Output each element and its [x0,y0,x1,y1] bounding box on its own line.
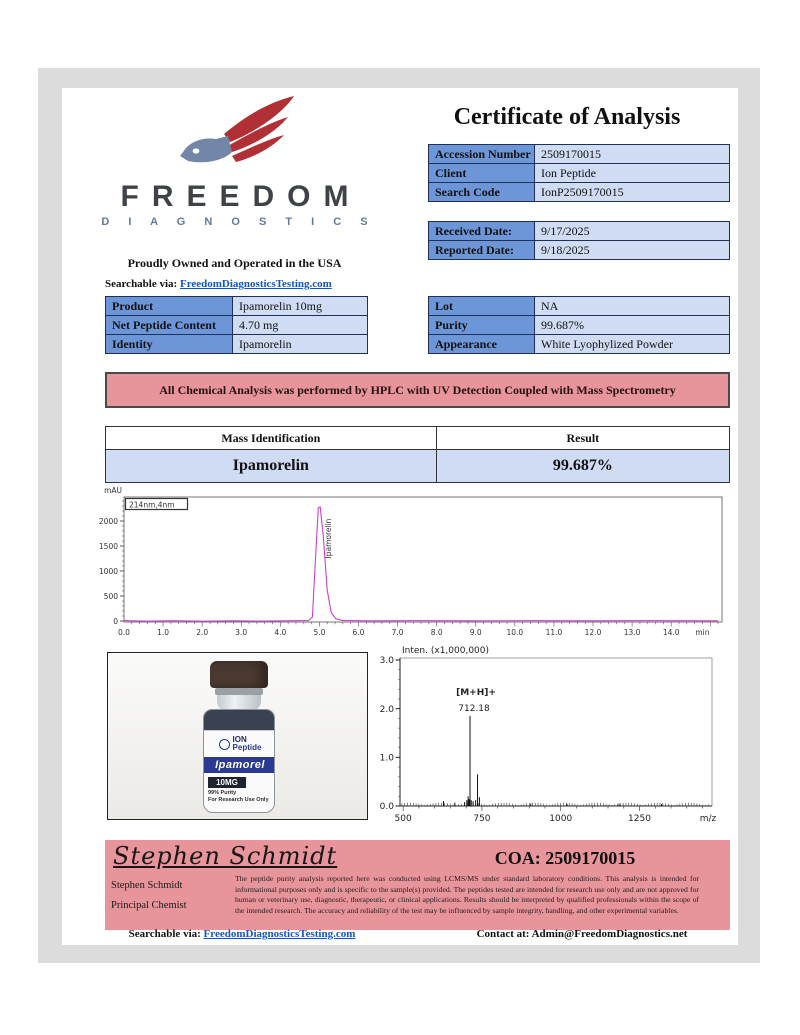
svg-text:14.0: 14.0 [663,628,680,637]
svg-text:6.0: 6.0 [353,628,365,637]
svg-text:500: 500 [104,592,119,601]
analysis-method-banner: All Chemical Analysis was performed by H… [105,372,730,408]
vial-cap-ring [215,688,263,695]
svg-text:3.0: 3.0 [380,656,395,666]
vial-product-name: Ipamorel [204,756,274,773]
table-row: Search Code IonP2509170015 [428,182,730,202]
searchable-label: Searchable via: [105,278,178,290]
product-table: Product Ipamorelin 10mg Net Peptide Conte… [105,296,368,354]
svg-text:5.0: 5.0 [313,628,325,637]
dates-table: Received Date: 9/17/2025 Reported Date: 9/… [428,221,730,260]
table-row: Ipamorelin 99.687% [105,449,731,483]
contact-email: Admin@FreedomDiagnostics.net [531,928,688,940]
tagline: Proudly Owned and Operated in the USA [127,256,342,270]
svg-text:2000: 2000 [99,517,118,526]
svg-text:13.0: 13.0 [624,628,641,637]
svg-text:750: 750 [473,814,490,824]
table-row: Appearance White Lyophylized Powder [428,334,730,354]
vial-label: ION Peptide Ipamorel 10MG 99% Purity For… [204,730,274,812]
svg-text:Inten. (x1,000,000): Inten. (x1,000,000) [402,646,489,656]
vial-brand-top: ION [232,735,247,744]
vial-strength: 10MG [208,776,246,788]
product-photo: ION Peptide Ipamorel 10MG 99% Purity For… [107,652,368,820]
svg-text:1500: 1500 [99,542,118,551]
vial-contents [204,710,274,732]
logo-subtitle: D I A G N O S T I C S [101,216,376,228]
svg-text:10.0: 10.0 [506,628,523,637]
table-row: Net Peptide Content 4.70 mg [105,315,368,335]
table-row: Client Ion Peptide [428,163,730,183]
svg-text:0: 0 [113,617,118,626]
coa-number: COA: 2509170015 [494,848,636,868]
svg-text:7.0: 7.0 [392,628,404,637]
vial-neck [217,695,261,711]
company-logo: FREEDOM D I A G N O S T I C S [62,94,407,228]
disclaimer-text: The peptide purity analysis reported her… [235,874,699,915]
svg-text:Ipamorelin: Ipamorelin [324,518,333,558]
svg-text:0.0: 0.0 [118,628,130,637]
svg-text:1.0: 1.0 [157,628,169,637]
chemist-role: Principal Chemist [111,900,187,911]
table-row: Lot NA [428,296,730,316]
vial: ION Peptide Ipamorel 10MG 99% Purity For… [201,659,277,815]
table-row: Received Date: 9/17/2025 [428,221,730,241]
page-frame: FREEDOM D I A G N O S T I C S Proudly Ow… [38,68,760,963]
svg-text:1000: 1000 [99,567,118,576]
vial-brand: ION Peptide [204,735,274,753]
mass-spectrum: 0.0 1.0 2.0 3.0 500 750 1000 1250 m/z Inten. (x1,… [380,646,717,824]
mass-identification-table: Mass Identification Result Ipamorelin 99… [105,426,731,483]
table-row: Accession Number 2509170015 [428,144,730,164]
svg-text:214nm,4nm: 214nm,4nm [129,501,175,510]
table-row: Identity Ipamorelin [105,334,368,354]
footer: Searchable via: FreedomDiagnosticsTestin… [62,928,738,944]
svg-text:2.0: 2.0 [196,628,208,637]
svg-text:1000: 1000 [549,814,572,824]
accession-table: Accession Number 2509170015 Client Ion Pep… [428,144,730,202]
table-row: Reported Date: 9/18/2025 [428,240,730,260]
table-row: Product Ipamorelin 10mg [105,296,368,316]
svg-text:12.0: 12.0 [585,628,602,637]
chemist-name: Stephen Schmidt [111,880,183,891]
signature: Stephen Schmidt [113,842,338,870]
searchable-line-top: Searchable via: FreedomDiagnosticsTestin… [105,278,332,290]
vial-purity: 99% Purity [208,789,237,796]
svg-text:9.0: 9.0 [470,628,482,637]
lot-table: Lot NA Purity 99.687% Appearance White Lyop… [428,296,730,354]
hplc-chromatogram: 0 500 1000 1500 2000 0.0 1.0 2.0 3.0 4.0 5.0 6.0 7.0… [99,486,723,637]
certificate-document: FREEDOM D I A G N O S T I C S Proudly Ow… [62,88,738,945]
svg-text:4.0: 4.0 [274,628,286,637]
logo-wordmark: FREEDOM [120,180,362,213]
footer-searchable: Searchable via: FreedomDiagnosticsTestin… [128,928,356,940]
footer-contact: Contact at: Admin@FreedomDiagnostics.net [476,928,688,940]
eagle-logo-icon [179,96,294,163]
vial-body: ION Peptide Ipamorel 10MG 99% Purity For… [203,709,275,813]
searchable-link-top[interactable]: FreedomDiagnosticsTesting.com [179,278,332,290]
svg-text:[M+H]+: [M+H]+ [456,688,496,698]
svg-text:min: min [695,628,709,637]
svg-text:0.0: 0.0 [380,802,395,812]
table-header-row: Mass Identification Result [105,426,731,450]
page-title: Certificate of Analysis [453,104,681,130]
svg-text:500: 500 [395,814,412,824]
svg-text:8.0: 8.0 [431,628,443,637]
svg-text:1250: 1250 [628,814,651,824]
svg-text:m/z: m/z [700,814,717,824]
svg-text:1.0: 1.0 [380,754,395,764]
svg-text:mAU: mAU [104,486,122,495]
ion-peptide-logo-icon [218,738,230,750]
searchable-link-footer[interactable]: FreedomDiagnosticsTesting.com [203,928,356,940]
vial-use: For Research Use Only [208,796,269,803]
svg-text:2.0: 2.0 [380,705,395,715]
vial-cap [210,661,268,688]
signature-block: Stephen Schmidt COA: 2509170015 Stephen … [105,840,730,930]
table-row: Purity 99.687% [428,315,730,335]
svg-text:712.18: 712.18 [458,704,490,714]
vial-brand-bottom: Peptide [232,743,262,753]
svg-text:11.0: 11.0 [546,628,563,637]
svg-text:3.0: 3.0 [235,628,247,637]
